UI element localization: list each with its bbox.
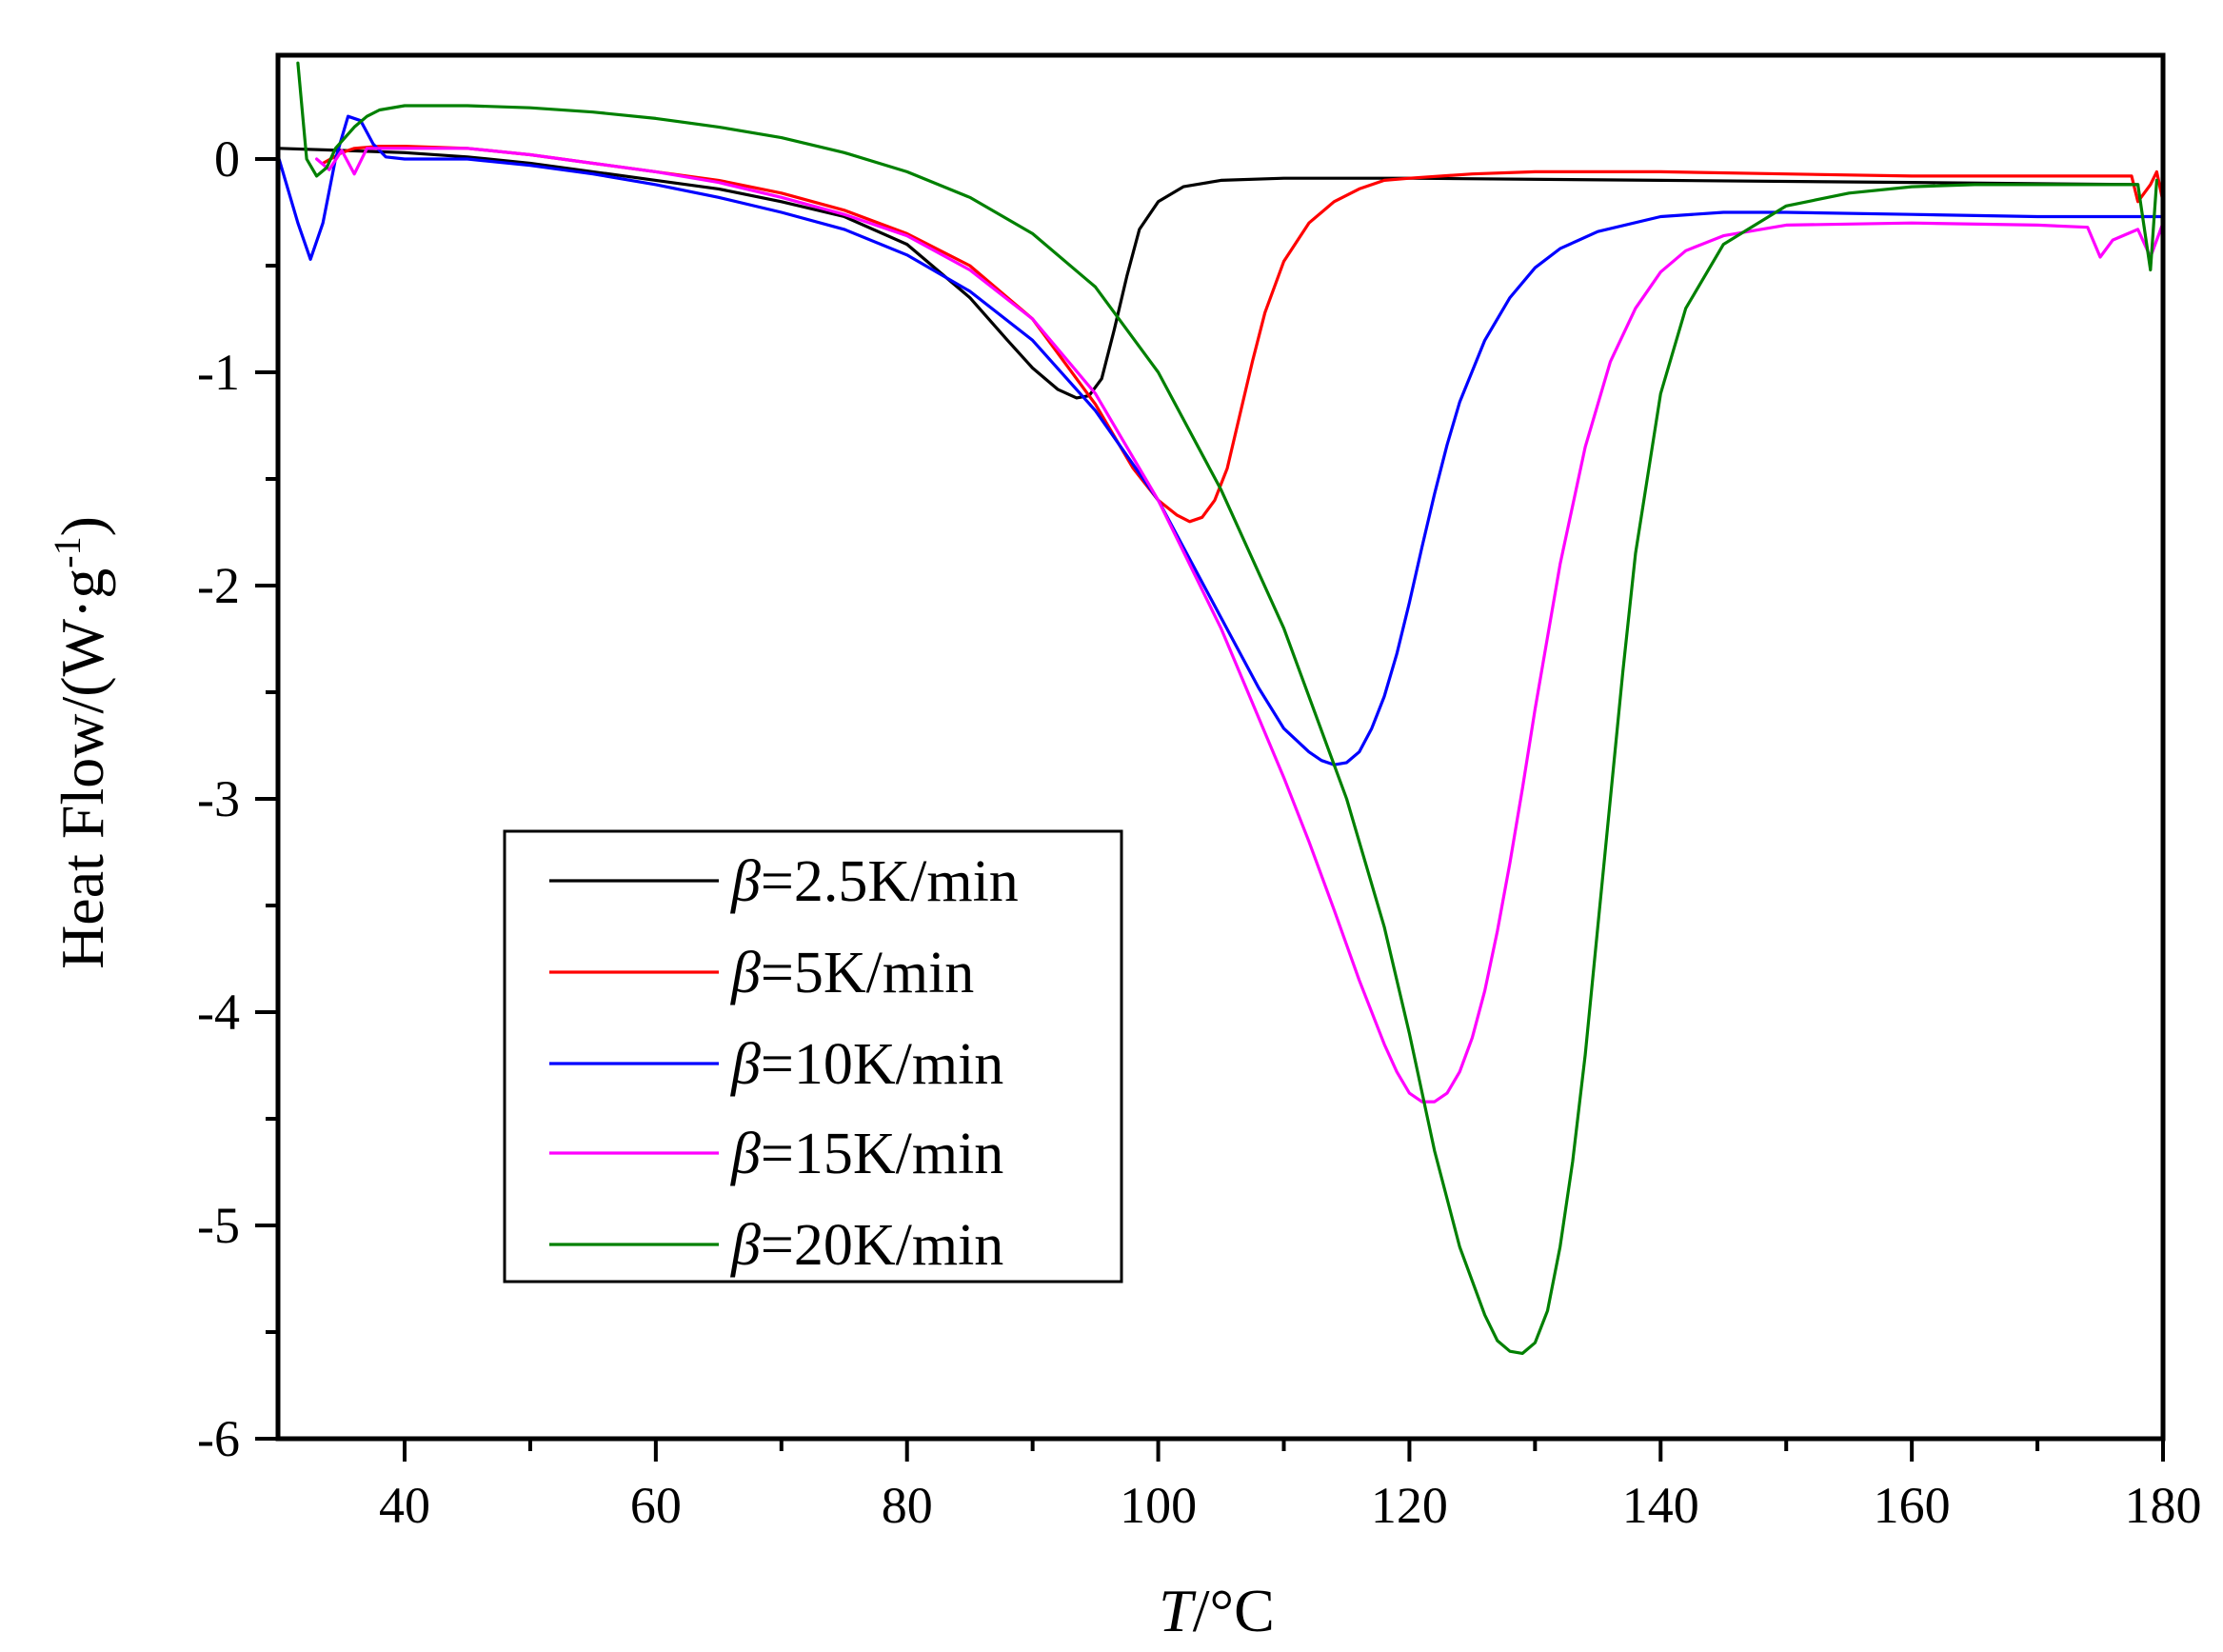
y-axis-title-superscript: -1	[46, 536, 89, 567]
legend-symbol: β	[730, 1032, 761, 1097]
legend-symbol: β	[730, 849, 761, 914]
y-axis-title: Heat Flow/(W·g-1)	[46, 516, 116, 969]
legend-box	[503, 829, 1123, 1284]
legend-rate: =2.5K/min	[761, 849, 1019, 914]
legend-label-4: β=15K/min	[730, 1122, 1003, 1186]
legend-symbol: β	[730, 1213, 761, 1278]
x-tick-label: 180	[2125, 1477, 2202, 1534]
x-axis-title-variable: T	[1159, 1577, 1197, 1644]
legend-label-5: β=20K/min	[730, 1213, 1003, 1278]
legend-rate: =5K/min	[761, 941, 974, 1005]
y-tick-label: -3	[197, 770, 240, 827]
x-tick-label: 160	[1874, 1477, 1951, 1534]
legend-label-1: β=2.5K/min	[730, 849, 1019, 914]
legend-symbol: β	[730, 1122, 761, 1186]
y-tick-label: -1	[197, 344, 240, 401]
y-tick-label: -2	[197, 557, 240, 614]
axis-ticks	[255, 157, 2165, 1462]
plot-frame	[275, 52, 2166, 1442]
series-line-3	[278, 114, 2163, 766]
legend: β=2.5K/minβ=5K/minβ=10K/minβ=15K/minβ=20…	[503, 829, 1123, 1284]
y-axis-title-main: Heat Flow/(W·g	[49, 568, 116, 969]
x-axis-title-unit: /°C	[1193, 1577, 1275, 1644]
tick-labels: 40 60 80 100 120 140 160 180 0 -1 -2 -3 -4 -5 -6	[197, 130, 2201, 1534]
legend-label-3: β=10K/min	[730, 1032, 1003, 1097]
y-tick-label: -5	[197, 1197, 240, 1254]
series-group	[278, 61, 2163, 1356]
legend-rate: =20K/min	[761, 1213, 1003, 1278]
series-line-4	[315, 147, 2163, 1104]
x-tick-label: 60	[630, 1477, 682, 1534]
y-tick-label: 0	[214, 130, 240, 188]
x-tick-label: 100	[1120, 1477, 1197, 1534]
x-tick-label: 40	[379, 1477, 430, 1534]
x-axis-title: T/°C	[1159, 1577, 1275, 1644]
legend-label-2: β=5K/min	[730, 941, 974, 1005]
x-tick-label: 120	[1371, 1477, 1448, 1534]
y-tick-label: -4	[197, 984, 240, 1041]
x-tick-label: 80	[882, 1477, 933, 1534]
x-tick-label: 140	[1622, 1477, 1699, 1534]
legend-rate: =15K/min	[761, 1122, 1003, 1186]
y-axis-title-close: )	[49, 516, 116, 536]
series-line-5	[296, 61, 2158, 1356]
legend-symbol: β	[730, 941, 761, 1005]
series-line-1	[278, 147, 2140, 400]
y-tick-label: -6	[197, 1410, 240, 1467]
legend-rate: =10K/min	[761, 1032, 1003, 1097]
